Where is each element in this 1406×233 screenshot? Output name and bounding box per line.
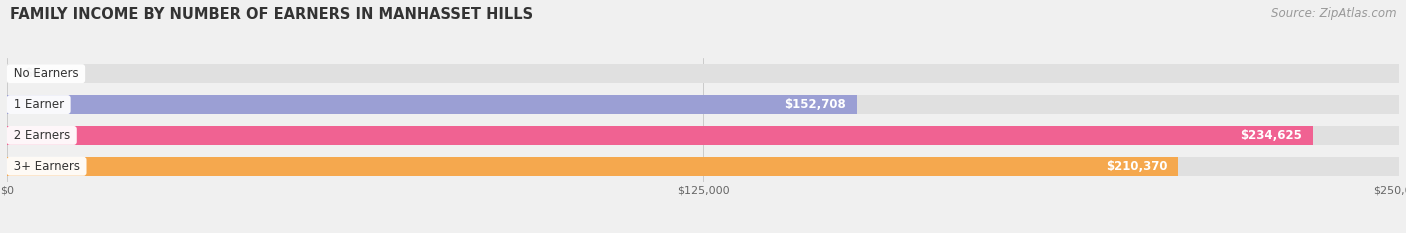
Text: $152,708: $152,708 (785, 98, 846, 111)
Text: $0: $0 (24, 67, 39, 80)
Bar (7, 126, 1313, 145)
Text: 3+ Earners: 3+ Earners (10, 160, 83, 173)
Bar (7, 157, 1178, 176)
Bar (7, 95, 858, 114)
Bar (7, 126, 1399, 145)
Text: 2 Earners: 2 Earners (10, 129, 73, 142)
Text: $234,625: $234,625 (1240, 129, 1302, 142)
Bar (7, 64, 1399, 83)
Text: No Earners: No Earners (10, 67, 82, 80)
Text: $210,370: $210,370 (1105, 160, 1167, 173)
Text: 1 Earner: 1 Earner (10, 98, 67, 111)
Text: Source: ZipAtlas.com: Source: ZipAtlas.com (1271, 7, 1396, 20)
Bar (7, 157, 1399, 176)
Text: FAMILY INCOME BY NUMBER OF EARNERS IN MANHASSET HILLS: FAMILY INCOME BY NUMBER OF EARNERS IN MA… (10, 7, 533, 22)
Bar (7, 95, 1399, 114)
